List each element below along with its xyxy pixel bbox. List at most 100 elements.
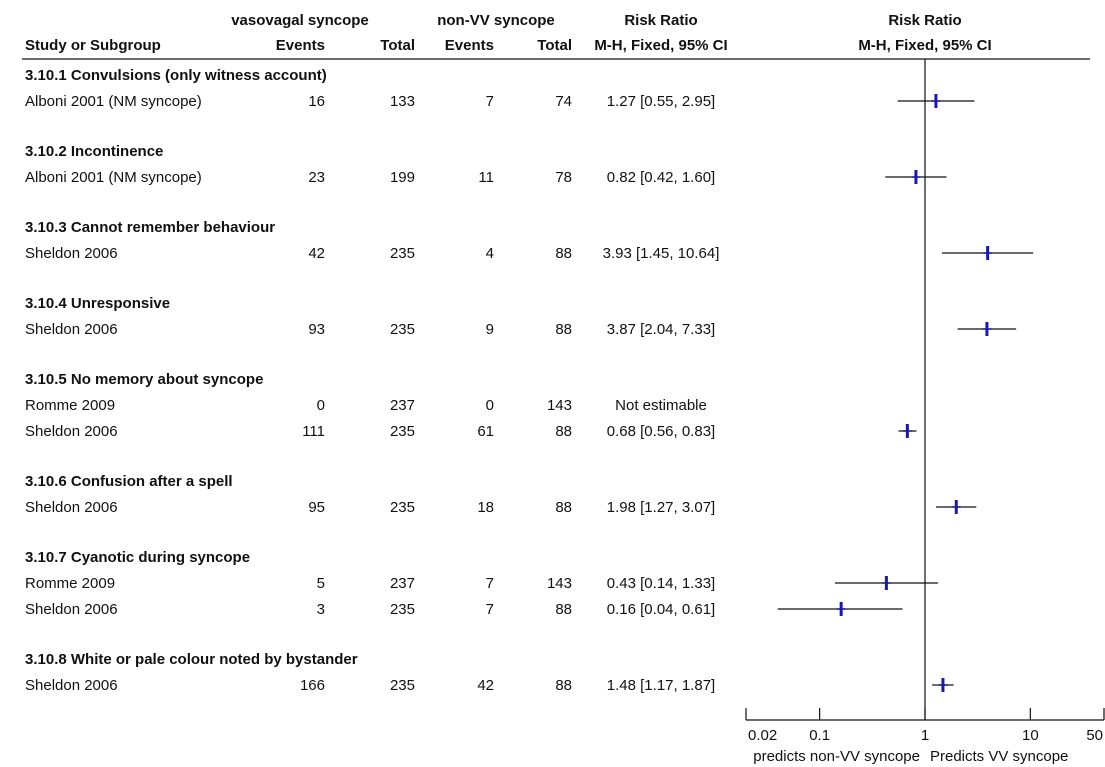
total-vv: 235: [390, 677, 415, 694]
header-events1: Events: [276, 37, 325, 54]
risk-ratio-ci: 0.43 [0.14, 1.33]: [607, 575, 715, 592]
events-vv: 3: [317, 601, 325, 618]
risk-ratio-ci: 0.68 [0.56, 0.83]: [607, 423, 715, 440]
table-row: Sheldon 2006 93 235 9 88 3.87 [2.04, 7.33]: [25, 321, 715, 338]
subgroup-title: 3.10.4 Unresponsive: [25, 295, 170, 312]
events-nonvv: 4: [486, 245, 494, 262]
events-vv: 0: [317, 397, 325, 414]
risk-ratio-ci: 1.98 [1.27, 3.07]: [607, 499, 715, 516]
study-name: Romme 2009: [25, 575, 115, 592]
events-vv: 95: [308, 499, 325, 516]
total-vv: 235: [390, 601, 415, 618]
risk-ratio-ci: 0.16 [0.04, 0.61]: [607, 601, 715, 618]
subgroup-title: 3.10.6 Confusion after a spell: [25, 473, 233, 490]
total-vv: 237: [390, 397, 415, 414]
point-estimate-marker: [905, 424, 909, 438]
events-nonvv: 9: [486, 321, 494, 338]
total-nonvv: 88: [555, 245, 572, 262]
events-nonvv: 42: [477, 677, 494, 694]
events-vv: 5: [317, 575, 325, 592]
point-estimate-marker: [941, 678, 945, 692]
total-vv: 199: [390, 169, 415, 186]
events-vv: 93: [308, 321, 325, 338]
total-nonvv: 143: [547, 575, 572, 592]
total-nonvv: 143: [547, 397, 572, 414]
events-nonvv: 61: [477, 423, 494, 440]
total-vv: 235: [390, 499, 415, 516]
favours-right-label: Predicts VV syncope: [930, 748, 1068, 765]
total-nonvv: 88: [555, 423, 572, 440]
study-name: Alboni 2001 (NM syncope): [25, 169, 202, 186]
x-tick-label: 0.1: [809, 727, 830, 744]
point-estimate-marker: [986, 246, 990, 260]
total-nonvv: 88: [555, 601, 572, 618]
point-estimate-marker: [884, 576, 888, 590]
total-nonvv: 88: [555, 321, 572, 338]
subgroup-title: 3.10.8 White or pale colour noted by bys…: [25, 651, 358, 668]
point-estimate-marker: [985, 322, 989, 336]
study-name: Sheldon 2006: [25, 677, 118, 694]
study-name: Sheldon 2006: [25, 601, 118, 618]
events-vv: 111: [302, 423, 325, 440]
total-nonvv: 88: [555, 499, 572, 516]
total-nonvv: 78: [555, 169, 572, 186]
subgroup-title: 3.10.2 Incontinence: [25, 143, 163, 160]
point-estimate-marker: [934, 94, 938, 108]
events-nonvv: 7: [486, 575, 494, 592]
study-rows: 3.10.1 Convulsions (only witness account…: [25, 67, 719, 694]
subgroup-title: 3.10.7 Cyanotic during syncope: [25, 549, 250, 566]
table-row: Sheldon 2006 111 235 61 88 0.68 [0.56, 0.83]: [25, 423, 715, 440]
x-tick-label: 1: [921, 727, 929, 744]
risk-ratio-ci: 3.87 [2.04, 7.33]: [607, 321, 715, 338]
header-rr-text: Risk Ratio: [624, 12, 697, 29]
risk-ratio-ci: 3.93 [1.45, 10.64]: [603, 245, 720, 262]
table-row: Sheldon 2006 42 235 4 88 3.93 [1.45, 10.64]: [25, 245, 719, 262]
table-row: Sheldon 2006 166 235 42 88 1.48 [1.17, 1.87]: [25, 677, 715, 694]
table-row: Alboni 2001 (NM syncope) 16 133 7 74 1.27 [0.…: [25, 93, 715, 110]
study-name: Sheldon 2006: [25, 499, 118, 516]
risk-ratio-ci: Not estimable: [615, 397, 707, 414]
header-rr-plot: Risk Ratio: [888, 12, 961, 29]
events-nonvv: 11: [478, 169, 494, 186]
total-vv: 235: [390, 245, 415, 262]
header-group2: non-VV syncope: [437, 12, 555, 29]
total-vv: 237: [390, 575, 415, 592]
events-nonvv: 0: [486, 397, 494, 414]
study-name: Sheldon 2006: [25, 245, 118, 262]
subgroup-title: 3.10.1 Convulsions (only witness account…: [25, 67, 327, 84]
point-estimate-marker: [914, 170, 918, 184]
table-row: Sheldon 2006 3 235 7 88 0.16 [0.04, 0.61]: [25, 601, 715, 618]
total-vv: 133: [390, 93, 415, 110]
header-method-text: M-H, Fixed, 95% CI: [594, 37, 727, 54]
events-vv: 42: [308, 245, 325, 262]
total-vv: 235: [390, 423, 415, 440]
header-method-plot: M-H, Fixed, 95% CI: [858, 37, 991, 54]
table-row: Sheldon 2006 95 235 18 88 1.98 [1.27, 3.07]: [25, 499, 715, 516]
risk-ratio-ci: 0.82 [0.42, 1.60]: [607, 169, 715, 186]
header-total2: Total: [537, 37, 572, 54]
study-name: Alboni 2001 (NM syncope): [25, 93, 202, 110]
favours-left-label: predicts non-VV syncope: [753, 748, 920, 765]
point-estimate-marker: [954, 500, 958, 514]
risk-ratio-ci: 1.48 [1.17, 1.87]: [607, 677, 715, 694]
plot-area: 0.02 0.1 1 10 50 predicts non-VV syncope Predi…: [745, 59, 1105, 765]
total-vv: 235: [390, 321, 415, 338]
study-name: Sheldon 2006: [25, 321, 118, 338]
table-row: Alboni 2001 (NM syncope) 23 199 11 78 0.82 [0…: [25, 169, 715, 186]
x-tick-label: 10: [1022, 727, 1039, 744]
header-events2: Events: [445, 37, 494, 54]
events-vv: 16: [308, 93, 325, 110]
x-tick-label: 50: [1086, 727, 1103, 744]
subgroup-title: 3.10.3 Cannot remember behaviour: [25, 219, 275, 236]
total-nonvv: 88: [555, 677, 572, 694]
total-nonvv: 74: [555, 93, 572, 110]
events-nonvv: 7: [486, 601, 494, 618]
table-row: Romme 2009 5 237 7 143 0.43 [0.14, 1.33]: [25, 575, 715, 592]
header-total1: Total: [380, 37, 415, 54]
header-study: Study or Subgroup: [25, 37, 161, 54]
header-group1: vasovagal syncope: [231, 12, 369, 29]
point-estimate-marker: [839, 602, 843, 616]
risk-ratio-ci: 1.27 [0.55, 2.95]: [607, 93, 715, 110]
events-vv: 166: [300, 677, 325, 694]
